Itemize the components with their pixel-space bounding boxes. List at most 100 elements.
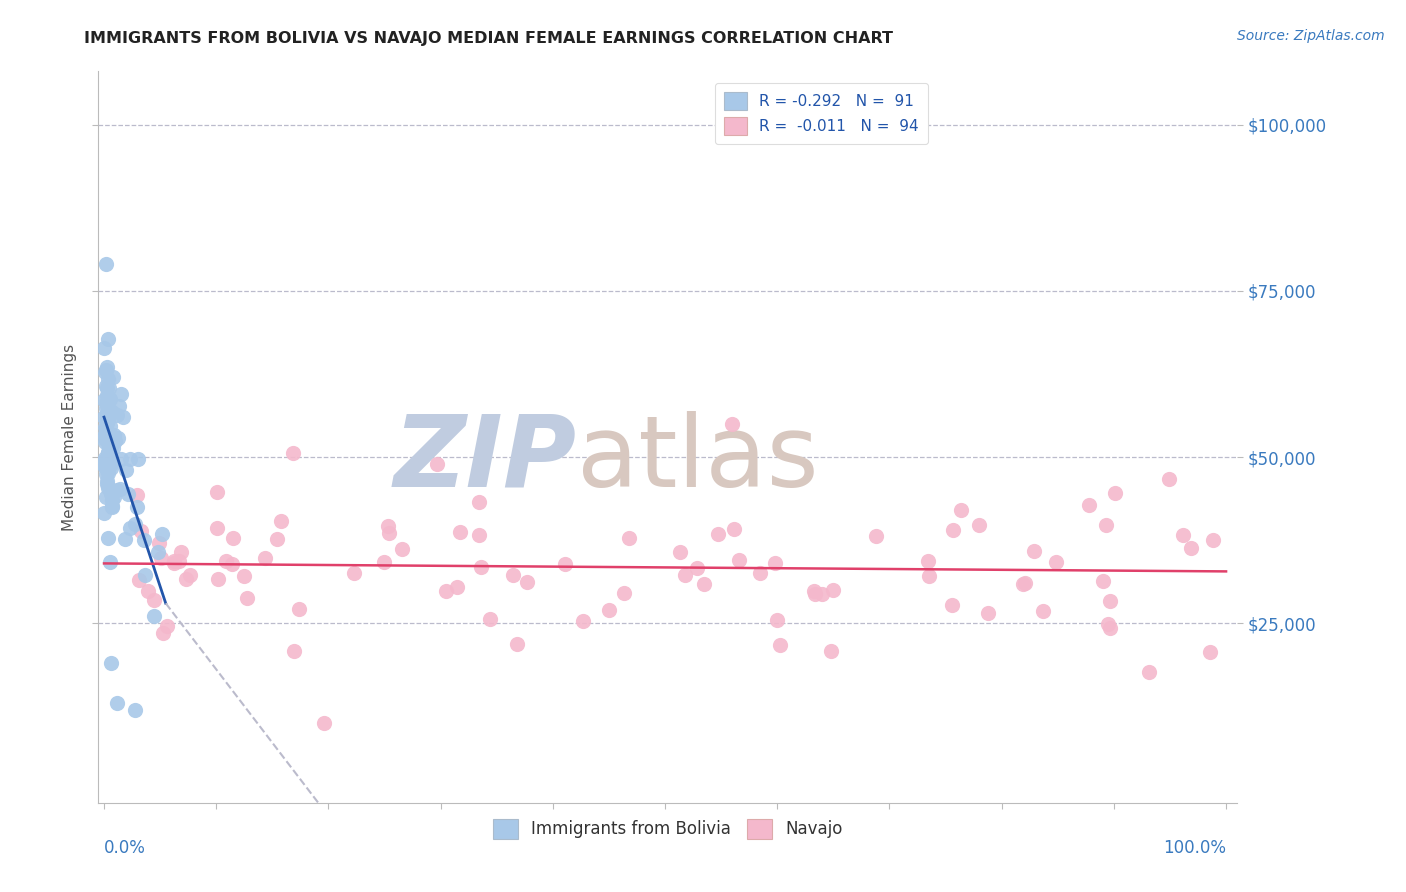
Point — [93, 366, 115, 380]
Point — [1180, 541, 1202, 555]
Point — [205, 520, 228, 534]
Point — [232, 568, 254, 582]
Point — [502, 567, 524, 582]
Point — [721, 417, 744, 431]
Text: ZIP: ZIP — [394, 410, 576, 508]
Point — [1011, 577, 1033, 591]
Text: 100.0%: 100.0% — [1163, 839, 1226, 857]
Point — [100, 460, 122, 475]
Point — [1014, 576, 1036, 591]
Point — [707, 526, 730, 541]
Point — [174, 572, 197, 586]
Point — [1077, 499, 1099, 513]
Point — [125, 500, 148, 515]
Point — [100, 656, 122, 670]
Point — [134, 533, 156, 548]
Point — [1045, 555, 1067, 569]
Point — [170, 545, 193, 559]
Point — [1202, 533, 1225, 548]
Point — [136, 583, 159, 598]
Point — [111, 410, 134, 425]
Legend: Immigrants from Bolivia, Navajo: Immigrants from Bolivia, Navajo — [486, 812, 849, 846]
Point — [101, 370, 124, 384]
Point — [254, 551, 277, 566]
Point — [207, 484, 229, 499]
Point — [222, 531, 245, 545]
Point — [103, 428, 125, 442]
Point — [236, 591, 259, 606]
Point — [100, 440, 122, 454]
Point — [976, 606, 998, 620]
Text: Source: ZipAtlas.com: Source: ZipAtlas.com — [1237, 29, 1385, 43]
Point — [127, 452, 149, 467]
Point — [669, 545, 692, 559]
Point — [96, 406, 118, 420]
Point — [918, 569, 941, 583]
Point — [179, 568, 201, 582]
Point — [110, 452, 132, 467]
Point — [104, 434, 127, 448]
Point — [221, 557, 243, 571]
Point — [572, 614, 595, 628]
Point — [97, 392, 120, 406]
Point — [96, 381, 118, 395]
Point — [96, 452, 118, 467]
Text: IMMIGRANTS FROM BOLIVIA VS NAVAJO MEDIAN FEMALE EARNINGS CORRELATION CHART: IMMIGRANTS FROM BOLIVIA VS NAVAJO MEDIAN… — [84, 31, 893, 46]
Point — [377, 519, 399, 533]
Point — [163, 557, 186, 571]
Point — [516, 575, 538, 590]
Point — [554, 557, 576, 571]
Point — [120, 521, 142, 535]
Point — [378, 526, 401, 541]
Point — [766, 613, 789, 627]
Point — [373, 555, 395, 569]
Point — [150, 526, 173, 541]
Point — [96, 474, 118, 488]
Point — [673, 567, 696, 582]
Point — [728, 553, 751, 567]
Point — [97, 412, 120, 426]
Point — [96, 416, 118, 430]
Point — [110, 387, 132, 401]
Point — [468, 495, 491, 509]
Point — [149, 551, 172, 566]
Point — [478, 612, 501, 626]
Point — [96, 401, 118, 415]
Point — [156, 618, 179, 632]
Point — [287, 602, 309, 616]
Point — [96, 411, 118, 425]
Point — [100, 493, 122, 508]
Point — [94, 435, 117, 450]
Point — [96, 398, 118, 412]
Point — [612, 586, 634, 600]
Point — [1097, 617, 1119, 632]
Point — [94, 467, 117, 482]
Point — [128, 573, 150, 587]
Point — [1198, 645, 1220, 659]
Point — [942, 523, 965, 537]
Point — [101, 500, 124, 515]
Point — [97, 440, 120, 454]
Point — [763, 556, 786, 570]
Point — [114, 533, 136, 547]
Point — [97, 531, 120, 545]
Point — [1137, 665, 1160, 680]
Point — [124, 516, 146, 531]
Point — [93, 454, 115, 468]
Point — [1173, 528, 1195, 542]
Point — [93, 506, 115, 520]
Point — [446, 580, 468, 594]
Point — [214, 554, 236, 568]
Point — [143, 593, 166, 607]
Point — [94, 363, 117, 377]
Point — [811, 587, 834, 601]
Point — [94, 433, 117, 447]
Point — [470, 559, 492, 574]
Point — [686, 561, 709, 575]
Point — [107, 696, 129, 710]
Point — [101, 405, 124, 419]
Point — [1157, 472, 1180, 486]
Point — [110, 482, 132, 496]
Text: 0.0%: 0.0% — [104, 839, 146, 857]
Point — [266, 532, 288, 546]
